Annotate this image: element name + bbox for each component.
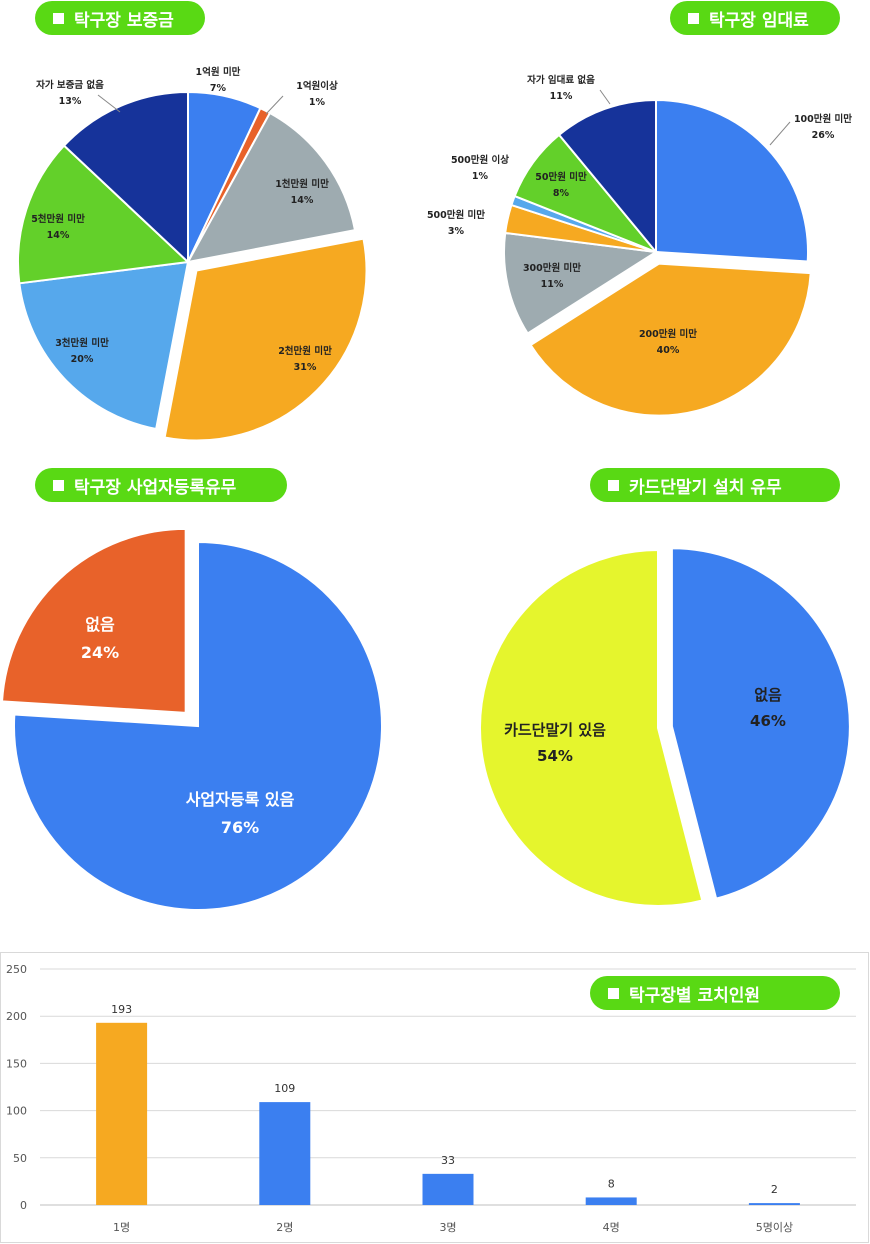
x-tick-label: 1명 (113, 1221, 130, 1234)
coaches-title-text: 탁구장별 코치인원 (629, 985, 761, 1006)
pie-slice (163, 237, 368, 442)
y-tick-label: 0 (20, 1199, 27, 1212)
slice-label: 500만원 미만 (427, 209, 485, 221)
pie-slice (18, 260, 190, 431)
bar (422, 1173, 474, 1205)
bar-value-label: 33 (441, 1154, 455, 1167)
slice-percent-label: 26% (812, 130, 835, 141)
business-title: 탁구장 사업자등록유무 (35, 468, 287, 502)
square-bullet-icon (53, 479, 64, 491)
y-tick-label: 250 (6, 963, 27, 976)
slice-percent-label: 40% (657, 345, 680, 356)
slice-label: 1억원 미만 (196, 66, 241, 78)
bar (96, 1022, 148, 1205)
x-tick-label: 2명 (276, 1221, 293, 1234)
slice-percent-label: 31% (294, 362, 317, 373)
slice-percent-label: 76% (221, 818, 259, 837)
pie-slice (62, 90, 189, 265)
pie-slice (0, 527, 187, 714)
pie-chart-3: 사업자등록 있음 76% 없음 24% (0, 527, 383, 911)
slice-percent-label: 11% (541, 279, 564, 290)
pie-chart-1: 1억원 미만 7% 1억원이상 1% 1천만원 미만 14% 2천만원 미만 31% 3천만원 … (17, 66, 368, 442)
rent-title-text: 탁구장 임대료 (709, 10, 809, 31)
bar-chart-frame (0, 952, 869, 1243)
slice-label: 100만원 미만 (794, 113, 852, 125)
pie-slice (557, 98, 657, 255)
slice-label: 카드단말기 있음 (504, 721, 606, 739)
slice-label: 50만원 미만 (535, 171, 587, 183)
label-leader-line (599, 89, 611, 105)
card-title-text: 카드단말기 설치 유무 (629, 477, 782, 498)
deposit-title-text: 탁구장 보증금 (74, 10, 174, 31)
slice-label: 300만원 미만 (523, 262, 581, 274)
slice-label: 자가 임대료 없음 (527, 74, 595, 86)
pie-chart-2: 100만원 미만 26% 200만원 미만 40% 300만원 미만 11% 500만원 미… (427, 74, 852, 417)
x-tick-label: 5명이상 (756, 1221, 793, 1234)
slice-percent-label: 3% (448, 226, 465, 237)
square-bullet-icon (688, 12, 699, 24)
slice-label: 없음 (85, 615, 115, 634)
slice-label: 자가 보증금 없음 (36, 79, 104, 91)
deposit-title: 탁구장 보증금 (35, 1, 205, 35)
bar (748, 1203, 800, 1205)
business-title-text: 탁구장 사업자등록유무 (74, 477, 237, 498)
y-tick-label: 50 (13, 1152, 27, 1165)
slice-percent-label: 1% (309, 97, 326, 108)
square-bullet-icon (608, 479, 619, 491)
slice-percent-label: 46% (750, 712, 786, 730)
slice-label: 1억원이상 (296, 80, 338, 92)
pie-slice (186, 111, 357, 264)
y-tick-label: 100 (6, 1105, 27, 1118)
rent-title: 탁구장 임대료 (670, 1, 840, 35)
slice-label: 2천만원 미만 (278, 345, 332, 357)
slice-label: 1천만원 미만 (275, 178, 329, 190)
label-leader-line (97, 94, 121, 113)
pie-slice (529, 262, 812, 417)
x-tick-label: 3명 (439, 1221, 456, 1234)
bar (259, 1102, 311, 1205)
slice-label: 없음 (754, 686, 782, 704)
square-bullet-icon (53, 12, 64, 24)
square-bullet-icon (608, 987, 619, 999)
bar-value-label: 193 (111, 1003, 132, 1016)
bar-value-label: 8 (608, 1177, 615, 1190)
slice-percent-label: 20% (71, 354, 94, 365)
slice-percent-label: 11% (550, 91, 573, 102)
pie-chart-4: 없음 46% 카드단말기 있음 54% (479, 547, 851, 907)
slice-percent-label: 13% (59, 96, 82, 107)
slice-percent-label: 14% (291, 195, 314, 206)
pie-slice (479, 548, 704, 907)
slice-label: 500만원 이상 (451, 154, 509, 166)
pie-slice (655, 98, 809, 263)
card-title: 카드단말기 설치 유무 (590, 468, 840, 502)
bar (585, 1197, 637, 1205)
slice-label: 5천만원 미만 (31, 213, 85, 225)
slice-percent-label: 8% (553, 188, 570, 199)
slice-label: 사업자등록 있음 (186, 790, 295, 809)
slice-percent-label: 54% (537, 747, 573, 765)
slice-percent-label: 1% (472, 171, 489, 182)
slice-percent-label: 24% (81, 643, 119, 662)
pie-slice (670, 547, 851, 900)
slice-label: 3천만원 미만 (55, 337, 109, 349)
coaches-title: 탁구장별 코치인원 (590, 976, 840, 1010)
pie-slice (17, 144, 191, 285)
bar-value-label: 109 (274, 1082, 295, 1095)
x-tick-label: 4명 (603, 1221, 620, 1234)
bar-chart: 0 50 100 150 200 250 193 1명 109 2명 33 3명 8 4명 2 5명이상 (6, 963, 856, 1234)
label-leader-line (769, 121, 791, 146)
label-leader-line (265, 95, 284, 115)
y-tick-label: 200 (6, 1010, 27, 1023)
y-tick-label: 150 (6, 1057, 27, 1070)
pie-slice (503, 231, 659, 335)
bar-value-label: 2 (771, 1183, 778, 1196)
slice-percent-label: 14% (47, 230, 70, 241)
slice-label: 200만원 미만 (639, 328, 697, 340)
slice-percent-label: 7% (210, 83, 227, 94)
pie-slice (13, 540, 383, 911)
